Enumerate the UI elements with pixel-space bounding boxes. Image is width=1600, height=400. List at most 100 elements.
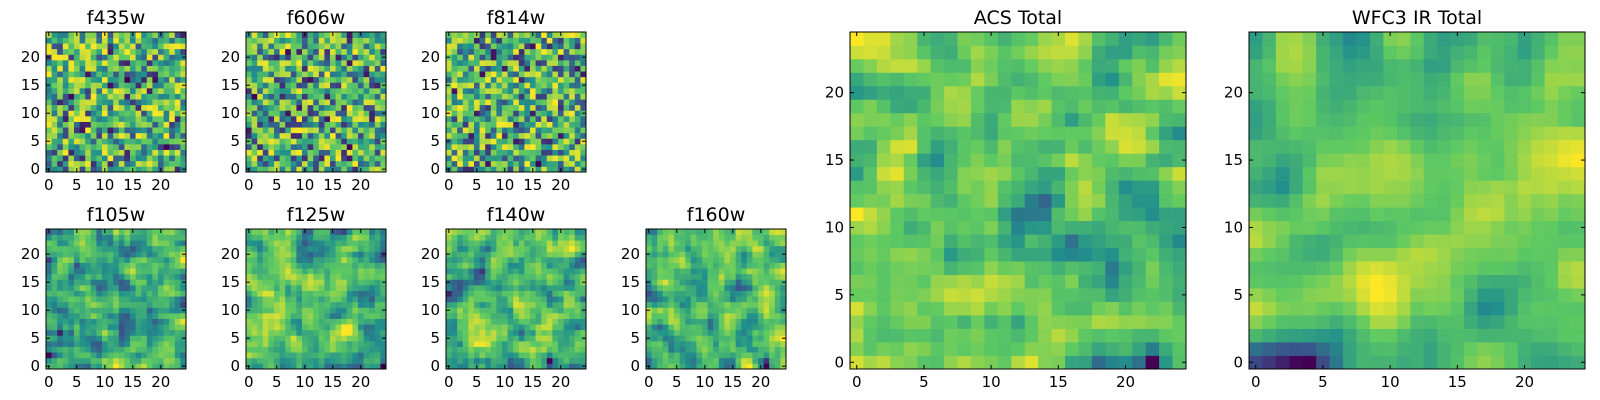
heatmap-cell: [496, 127, 503, 134]
heatmap-cell: [85, 257, 92, 263]
heatmap-cell: [535, 279, 542, 286]
heatmap-cell: [457, 357, 464, 364]
heatmap-cell: [490, 60, 497, 66]
heatmap-cell: [180, 116, 187, 122]
heatmap-cell: [130, 54, 136, 61]
heatmap-cell: [152, 279, 159, 286]
heatmap-cell: [113, 357, 120, 364]
heatmap-cell: [1172, 274, 1187, 289]
heatmap-cell: [307, 155, 314, 162]
heatmap-cell: [1078, 220, 1093, 235]
heatmap-cell: [246, 318, 252, 325]
heatmap-cell: [485, 88, 492, 94]
heatmap-cell: [707, 257, 714, 263]
heatmap-cell: [352, 268, 359, 275]
heatmap-cell: [135, 268, 142, 275]
heatmap-cell: [90, 65, 97, 72]
heatmap-cell: [369, 65, 376, 72]
axes-frame: [445, 228, 587, 370]
heatmap-cell: [451, 301, 458, 308]
heatmap-cell: [651, 307, 658, 314]
heatmap-cell: [957, 342, 972, 356]
heatmap-cell: [451, 121, 458, 128]
heatmap-cell: [169, 71, 176, 78]
heatmap-cell: [96, 32, 103, 38]
heatmap-cell: [152, 307, 159, 314]
heatmap-cell: [468, 335, 475, 342]
heatmap-cell: [346, 335, 353, 342]
heatmap-cell: [502, 54, 508, 61]
heatmap-cell: [102, 245, 108, 252]
heatmap-cell: [651, 279, 658, 286]
heatmap-cell: [535, 71, 542, 78]
heatmap-cell: [107, 363, 114, 370]
heatmap-cell: [257, 110, 264, 117]
heatmap-cell: [163, 296, 170, 303]
heatmap-cell: [541, 329, 548, 336]
heatmap-cell: [324, 273, 331, 280]
heatmap-cell: [569, 296, 576, 303]
heatmap-cell: [96, 71, 103, 78]
heatmap-cell: [363, 346, 370, 353]
heatmap-cell: [274, 341, 280, 347]
heatmap-cell: [313, 138, 320, 145]
heatmap-cell: [113, 301, 120, 308]
heatmap-cell: [546, 155, 553, 162]
heatmap-cell: [724, 335, 731, 342]
heatmap-cell: [668, 285, 675, 291]
heatmap-cell: [569, 48, 576, 55]
heatmap-cell: [146, 60, 153, 66]
heatmap-cell: [876, 288, 891, 302]
heatmap-cell: [74, 132, 80, 139]
heatmap-cell: [730, 290, 736, 297]
heatmap-cell: [290, 268, 297, 275]
heatmap-cell: [51, 285, 58, 291]
heatmap-cell: [57, 301, 64, 308]
heatmap-cell: [57, 37, 64, 44]
heatmap-cell: [668, 262, 675, 269]
heatmap-cell: [530, 82, 536, 89]
heatmap-cell: [502, 251, 508, 258]
heatmap-cell: [707, 363, 714, 370]
heatmap-cell: [552, 93, 559, 100]
heatmap-cell: [668, 268, 675, 275]
heatmap-cell: [524, 262, 531, 269]
heatmap-cell: [746, 268, 753, 275]
heatmap-cell: [313, 54, 320, 61]
heatmap-cell: [118, 357, 125, 364]
heatmap-cell: [85, 37, 92, 44]
heatmap-cell: [290, 324, 297, 331]
heatmap-cell: [518, 307, 525, 314]
heatmap-cell: [285, 54, 292, 61]
heatmap-cell: [541, 104, 548, 111]
heatmap-cell: [290, 357, 297, 364]
y-tick-label: 20: [421, 48, 440, 66]
heatmap-cell: [546, 341, 553, 347]
heatmap-cell: [135, 335, 142, 342]
heatmap-cell: [524, 138, 531, 145]
heatmap-cell: [174, 290, 181, 297]
heatmap-cell: [574, 88, 581, 94]
heatmap-cell: [485, 144, 492, 150]
heatmap-cell: [380, 155, 387, 162]
heatmap-cell: [485, 251, 492, 258]
heatmap-cell: [85, 160, 92, 167]
heatmap-cell: [85, 318, 92, 325]
heatmap-cell: [341, 245, 348, 252]
heatmap-cell: [124, 352, 131, 359]
heatmap-cell: [302, 234, 308, 241]
x-tick-label: 10: [95, 176, 114, 194]
heatmap-cell: [457, 60, 464, 66]
heatmap-cell: [352, 290, 359, 297]
heatmap-cell: [96, 363, 103, 370]
heatmap-cell: [324, 144, 331, 150]
heatmap-cell: [51, 268, 58, 275]
heatmap-cell: [79, 296, 86, 303]
heatmap-cell: [685, 273, 692, 280]
heatmap-cell: [485, 104, 492, 111]
heatmap-cell: [174, 251, 181, 258]
heatmap-cell: [113, 285, 120, 291]
heatmap-cell: [68, 48, 75, 55]
heatmap-cell: [358, 307, 364, 314]
heatmap-cell: [274, 144, 280, 150]
